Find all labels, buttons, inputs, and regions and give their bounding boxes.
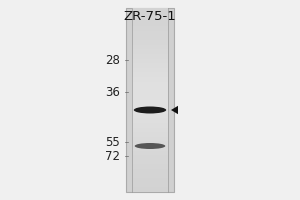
Bar [132, 12, 168, 17]
Text: 36: 36 [105, 86, 120, 98]
Bar [132, 132, 168, 137]
Bar [132, 113, 168, 118]
Bar [132, 164, 168, 169]
Bar [132, 136, 168, 141]
Bar [132, 187, 168, 192]
Bar [132, 35, 168, 40]
Bar [132, 146, 168, 151]
Bar [132, 8, 168, 13]
Bar [132, 72, 168, 77]
Bar [132, 63, 168, 68]
Bar [132, 90, 168, 95]
Bar [132, 40, 168, 45]
Bar [132, 127, 168, 132]
Bar [132, 21, 168, 26]
Bar [132, 67, 168, 72]
Bar [132, 44, 168, 49]
Text: 72: 72 [105, 150, 120, 162]
Bar [132, 100, 168, 105]
Bar [132, 104, 168, 109]
Bar [132, 168, 168, 174]
Bar [132, 155, 168, 160]
Bar [132, 54, 168, 59]
Bar [132, 173, 168, 178]
Bar [132, 178, 168, 183]
Bar [132, 17, 168, 22]
Text: 55: 55 [105, 136, 120, 148]
Bar [132, 95, 168, 100]
Polygon shape [171, 106, 178, 114]
Bar [132, 118, 168, 123]
Ellipse shape [134, 106, 166, 114]
Bar [132, 109, 168, 114]
Bar [132, 141, 168, 146]
Bar [132, 86, 168, 91]
Bar [132, 159, 168, 164]
Ellipse shape [135, 143, 165, 149]
Bar [132, 81, 168, 86]
Bar [132, 26, 168, 31]
Bar [132, 150, 168, 155]
Bar [132, 58, 168, 63]
Bar [132, 49, 168, 54]
Text: 28: 28 [105, 53, 120, 66]
Bar [132, 122, 168, 128]
Bar [132, 77, 168, 82]
Text: ZR-75-1: ZR-75-1 [124, 10, 176, 23]
Bar [132, 31, 168, 36]
Bar [126, 8, 174, 192]
Bar [132, 182, 168, 187]
